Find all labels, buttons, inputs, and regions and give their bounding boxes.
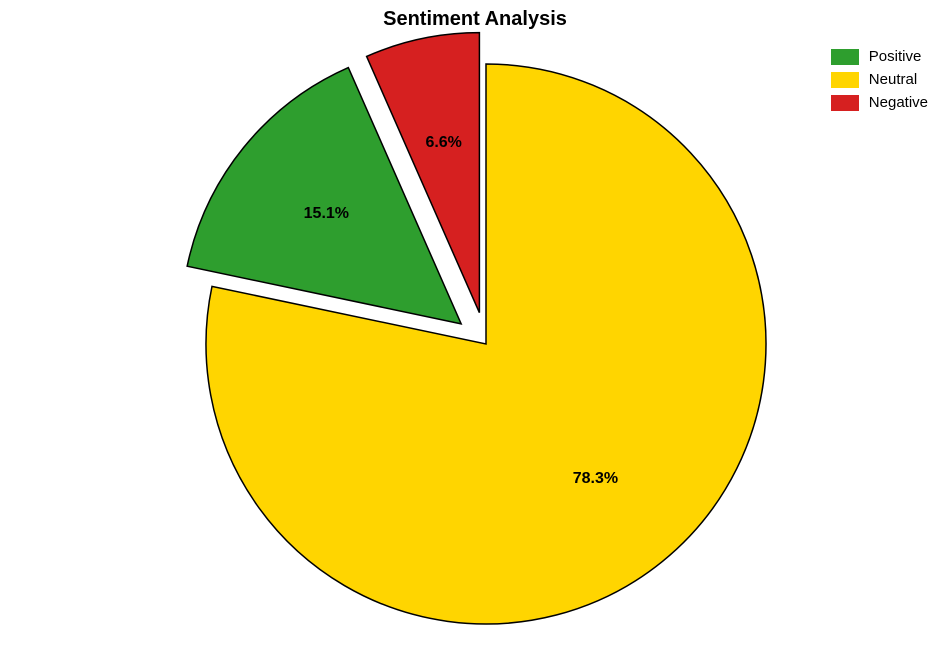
pie-chart-container: Sentiment Analysis PositiveNeutralNegati…: [0, 0, 950, 662]
legend-swatch: [831, 95, 859, 111]
legend-label: Positive: [869, 48, 922, 65]
legend: Positive Neutral Negative: [831, 48, 928, 117]
legend-item-neutral: Neutral: [831, 71, 928, 88]
pie-label-positive: 15.1%: [304, 205, 349, 223]
legend-label: Neutral: [869, 71, 917, 88]
legend-swatch: [831, 49, 859, 65]
legend-swatch: [831, 72, 859, 88]
pie-label-negative: 6.6%: [425, 134, 461, 152]
legend-label: Negative: [869, 94, 928, 111]
pie-svg: [0, 0, 950, 662]
legend-item-negative: Negative: [831, 94, 928, 111]
pie-label-neutral: 78.3%: [573, 470, 618, 488]
legend-item-positive: Positive: [831, 48, 928, 65]
